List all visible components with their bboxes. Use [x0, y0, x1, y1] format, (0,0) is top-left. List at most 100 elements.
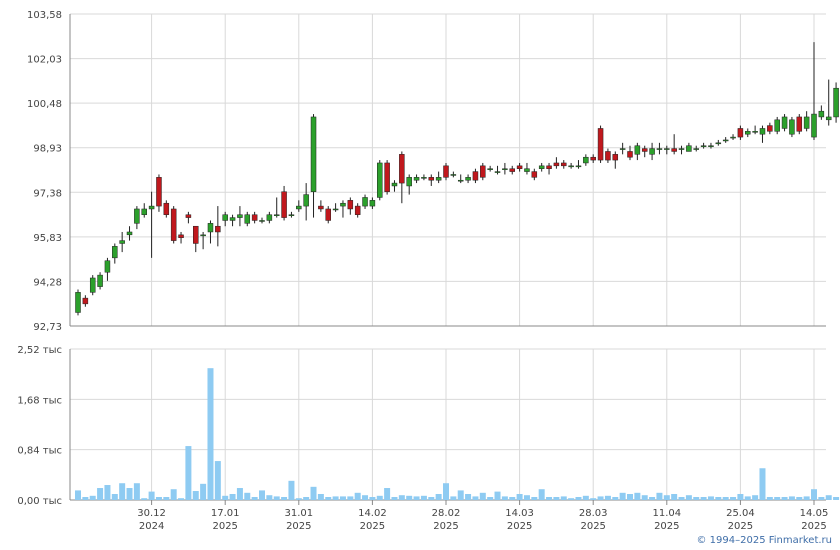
price-tick-label: 103,58: [27, 10, 62, 21]
candle-body: [363, 197, 368, 206]
x-tick-date: 14.02: [358, 508, 387, 519]
volume-bar: [686, 495, 692, 500]
volume-bar: [495, 492, 501, 500]
volume-bar: [524, 495, 530, 500]
candle-body: [569, 166, 574, 167]
volume-bar: [237, 488, 243, 500]
volume-tick-label: 0,00 тыс: [17, 496, 62, 507]
candle-body: [215, 226, 220, 232]
candle-body: [598, 128, 603, 160]
volume-bar: [730, 497, 736, 500]
volume-bar: [723, 497, 729, 500]
candle-body: [260, 220, 265, 221]
candle-body: [495, 172, 500, 173]
volume-bar: [90, 496, 96, 500]
candle-body: [738, 128, 743, 137]
volume-bar: [561, 496, 567, 500]
volume-bar: [664, 495, 670, 500]
volume-bar: [163, 497, 169, 500]
volume-bar: [553, 497, 559, 500]
volume-bar: [244, 493, 250, 500]
x-tick-year: 2025: [360, 521, 385, 532]
candle-body: [576, 166, 581, 167]
candle-body: [186, 215, 191, 218]
volume-bar: [759, 468, 765, 500]
candle-body: [348, 200, 353, 209]
volume-bar: [656, 493, 662, 500]
candle-body: [274, 215, 279, 216]
candle-body: [311, 117, 316, 192]
volume-bar: [826, 495, 832, 500]
volume-bar: [369, 497, 375, 500]
candle-body: [510, 169, 515, 172]
candle-body: [237, 215, 242, 218]
x-tick-year: 2025: [654, 521, 679, 532]
candle-body: [812, 114, 817, 137]
candle-body: [208, 223, 213, 232]
volume-bar: [605, 496, 611, 500]
volume-bar: [252, 497, 258, 500]
candle-body: [686, 146, 691, 152]
volume-bar: [325, 497, 331, 500]
volume-bar: [649, 497, 655, 500]
candle-body: [134, 209, 139, 223]
candle-body: [230, 218, 235, 221]
candle-body: [789, 120, 794, 134]
x-tick-year: 2025: [580, 521, 605, 532]
candle-body: [179, 235, 184, 238]
volume-bar: [818, 497, 824, 500]
candle-body: [708, 146, 713, 147]
volume-bar: [414, 496, 420, 500]
price-tick-label: 94,28: [33, 277, 62, 288]
x-tick-year: 2024: [139, 521, 164, 532]
copyright-text: © 1994–2025 Finmarket.ru: [696, 535, 832, 546]
candle-body: [819, 111, 824, 117]
candle-body: [377, 163, 382, 198]
volume-bar: [428, 497, 434, 500]
volume-bar: [399, 495, 405, 500]
volume-bar: [737, 494, 743, 500]
volume-bar: [281, 497, 287, 500]
candle-body: [171, 209, 176, 241]
volume-bar: [458, 490, 464, 500]
volume-bar: [193, 491, 199, 500]
candle-body: [480, 166, 485, 178]
x-tick-date: 28.02: [432, 508, 461, 519]
x-tick-year: 2025: [433, 521, 458, 532]
volume-tick-label: 0,84 тыс: [17, 446, 62, 457]
volume-bar: [377, 496, 383, 500]
x-tick-date: 14.03: [505, 508, 534, 519]
volume-bar: [296, 498, 302, 500]
volume-bar: [642, 495, 648, 500]
candle-body: [355, 206, 360, 215]
candle-body: [664, 149, 669, 150]
candle-body: [414, 177, 419, 180]
price-tick-label: 95,83: [33, 233, 62, 244]
volume-bar: [833, 497, 839, 500]
price-tick-label: 92,73: [33, 322, 62, 333]
candle-body: [120, 241, 125, 244]
volume-y-axis: 0,00 тыс 0,84 тыс 1,68 тыс 2,52 тыс: [17, 345, 62, 507]
candle-body: [385, 163, 390, 192]
candle-body: [76, 292, 81, 312]
candle-body: [473, 172, 478, 181]
candle-body: [694, 149, 699, 150]
candle-body: [767, 126, 772, 132]
volume-bar: [796, 497, 802, 500]
candle-body: [760, 128, 765, 134]
candle-body: [156, 177, 161, 206]
candle-body: [421, 177, 426, 178]
candle-body: [723, 140, 728, 141]
candle-body: [436, 177, 441, 180]
x-tick-date: 28.03: [579, 508, 608, 519]
volume-bar: [634, 493, 640, 500]
candle-body: [112, 246, 117, 258]
volume-bar: [178, 498, 184, 500]
volume-bar: [104, 485, 110, 500]
volume-bar: [620, 493, 626, 500]
candle-body: [98, 275, 103, 287]
volume-bars: [75, 368, 840, 500]
volume-bar: [222, 496, 228, 500]
candle-body: [539, 166, 544, 169]
